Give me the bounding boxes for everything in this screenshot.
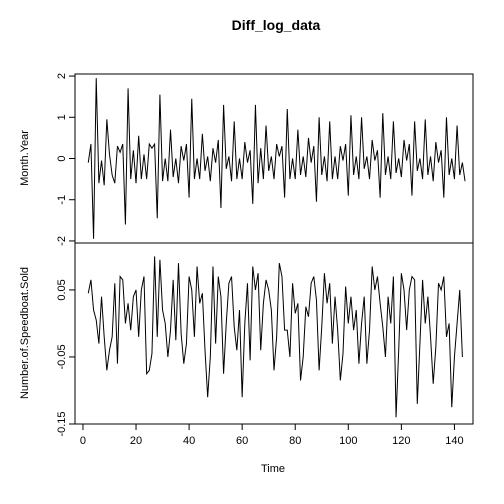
x-tick-label: 40 xyxy=(183,435,195,447)
panel-1-series-line xyxy=(87,78,466,239)
x-tick-label: 120 xyxy=(392,435,410,447)
x-tick-label: 20 xyxy=(130,435,142,447)
x-tick-label: 60 xyxy=(236,435,248,447)
panel-2-frame xyxy=(74,242,474,425)
x-axis-label: Time xyxy=(261,463,285,475)
panel-1-y-axis: -2 -1 0 1 2 xyxy=(56,73,75,246)
panel-1-y-tick-label: -1 xyxy=(56,195,68,205)
chart-title: Diff_log_data xyxy=(232,17,321,33)
panel-1-y-tick-label: 1 xyxy=(56,114,68,120)
x-axis: 0 20 40 60 80 100 120 140 xyxy=(80,423,464,447)
x-tick-label: 100 xyxy=(339,435,357,447)
panel-1-y-tick-label: -2 xyxy=(56,236,68,246)
panel-1-y-tick-label: 0 xyxy=(56,155,68,161)
panel-2-ylabel: Number.of.Speedboat.Sold xyxy=(19,267,31,399)
panel-2-series-line xyxy=(87,256,463,418)
x-tick-label: 140 xyxy=(445,435,463,447)
panel-1-y-tick-label: 2 xyxy=(56,73,68,79)
panel-2-y-axis: -0.15 -0.05 0.05 xyxy=(56,279,75,437)
panel-1-ylabel: Month.Year xyxy=(19,130,31,186)
x-tick-label: 0 xyxy=(80,435,86,447)
x-tick-label: 80 xyxy=(289,435,301,447)
panel-2-y-tick-label: -0.05 xyxy=(56,344,68,369)
panel-2-y-tick-label: 0.05 xyxy=(56,279,68,300)
panel-2-y-tick-label: -0.15 xyxy=(56,411,68,436)
